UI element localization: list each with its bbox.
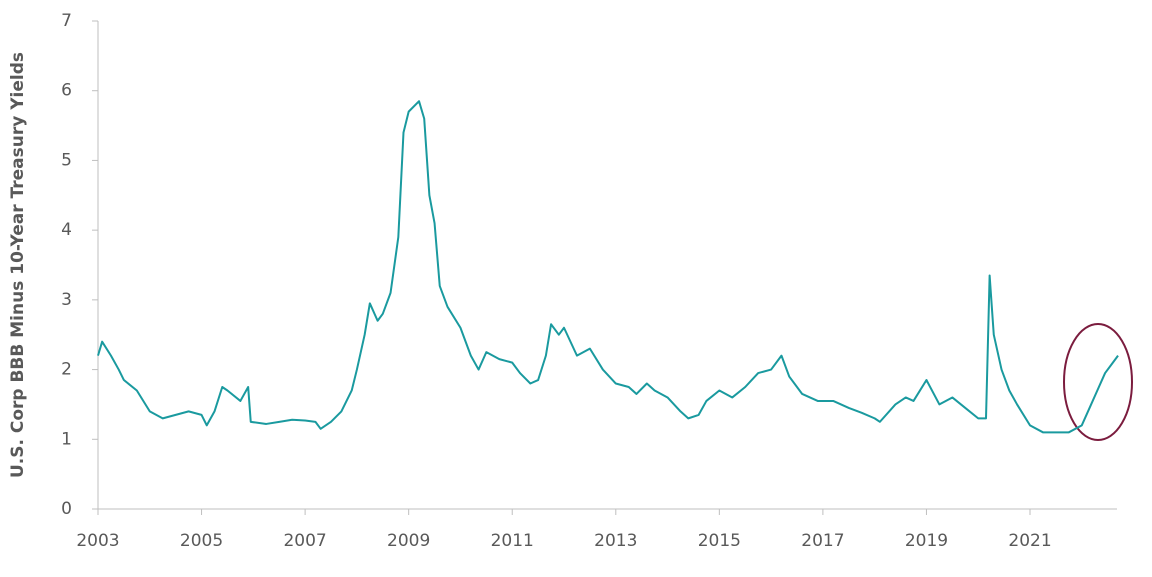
- y-tick-label: 1: [61, 429, 72, 449]
- x-tick-label: 2011: [491, 531, 534, 551]
- y-tick-label: 3: [61, 290, 72, 310]
- y-tick-label: 0: [61, 499, 72, 519]
- y-axis-label: U.S. Corp BBB Minus 10-Year Treasury Yie…: [8, 52, 28, 478]
- x-tick-label: 2021: [1008, 531, 1051, 551]
- highlight-ellipse: [1063, 323, 1133, 441]
- y-tick-label: 7: [61, 11, 72, 31]
- x-tick-label: 2003: [76, 531, 119, 551]
- x-tick-label: 2019: [905, 531, 948, 551]
- y-tick-label: 4: [61, 220, 72, 240]
- x-tick-label: 2015: [698, 531, 741, 551]
- x-tick-label: 2007: [283, 531, 326, 551]
- x-tick-label: 2017: [801, 531, 844, 551]
- x-tick-label: 2005: [180, 531, 223, 551]
- y-tick-label: 5: [61, 150, 72, 170]
- y-tick-label: 6: [61, 81, 72, 101]
- x-tick-label: 2013: [594, 531, 637, 551]
- y-tick-label: 2: [61, 360, 72, 380]
- x-tick-label: 2009: [387, 531, 430, 551]
- data-line: [97, 100, 1119, 434]
